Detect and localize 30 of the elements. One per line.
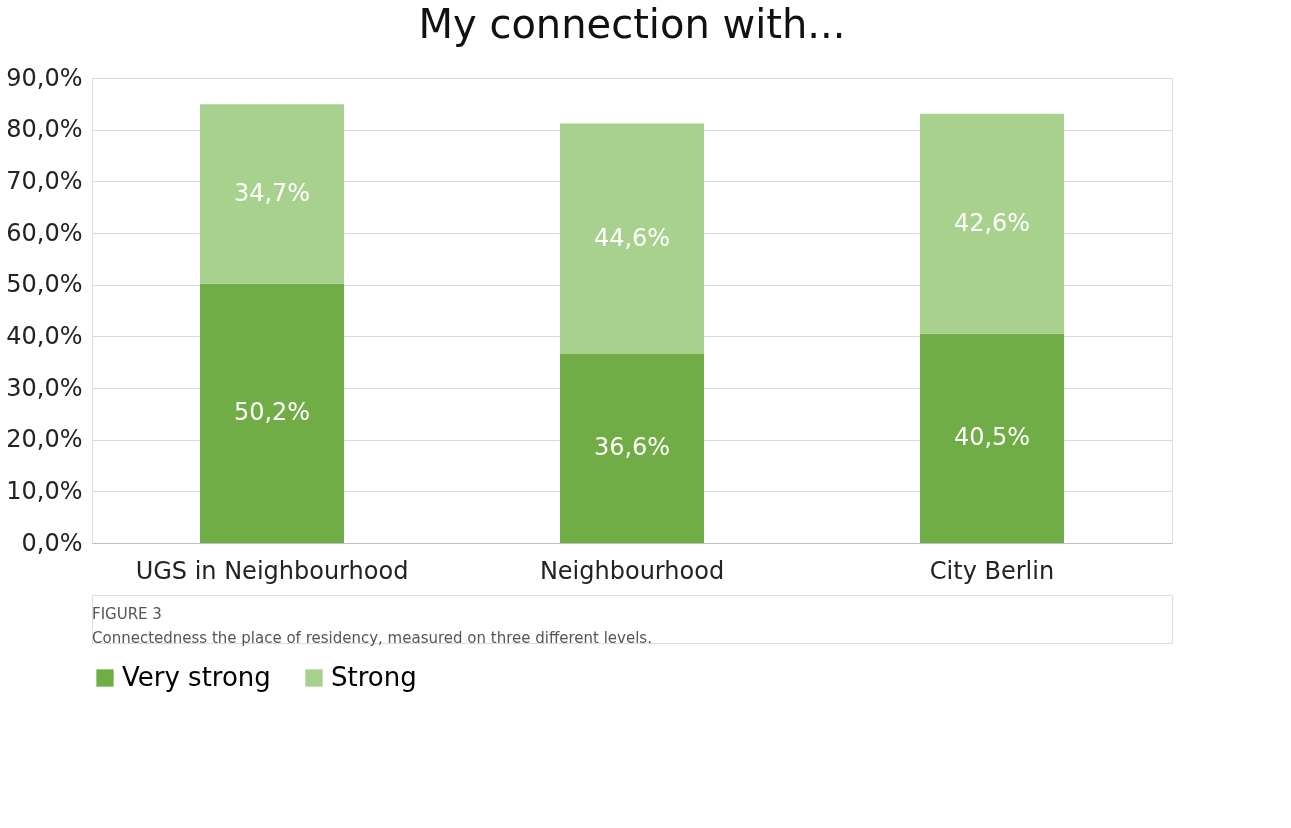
x-tick-label: Neighbourhood [539, 556, 725, 585]
data-label: 44,6% [593, 223, 671, 252]
y-tick-label: 10,0% [6, 476, 83, 505]
y-tick-label: 0,0% [21, 528, 83, 557]
y-tick-label: 60,0% [6, 218, 83, 247]
chart-title: My connection with... [418, 1, 846, 47]
bar [920, 113, 1064, 334]
caption: FIGURE 3 [92, 605, 162, 623]
x-tick-label: UGS in Neighbourhood [135, 556, 409, 585]
bar [200, 283, 344, 543]
data-label: 50,2% [233, 398, 311, 427]
y-tick-label: 30,0% [6, 373, 83, 402]
y-tick-label: 40,0% [6, 321, 83, 350]
bar [560, 123, 704, 354]
bar [920, 333, 1064, 543]
legend-label: Very strong [122, 662, 271, 692]
data-label: 42,6% [953, 208, 1031, 237]
y-tick-label: 80,0% [6, 115, 83, 144]
data-label: 36,6% [593, 433, 671, 462]
bar [200, 104, 344, 284]
y-tick-label: 20,0% [6, 425, 83, 454]
y-tick-label: 50,0% [6, 270, 83, 299]
data-label: 34,7% [233, 178, 311, 207]
y-tick-label: 90,0% [6, 63, 83, 92]
text: Connectedness the place of residency, measured on three different levels. [92, 629, 652, 647]
legend-label: Strong [331, 662, 417, 692]
y-tick-label: 70,0% [6, 166, 83, 195]
data-label: 40,5% [953, 423, 1031, 452]
x-tick-label: City Berlin [929, 556, 1055, 585]
bar [560, 353, 704, 543]
